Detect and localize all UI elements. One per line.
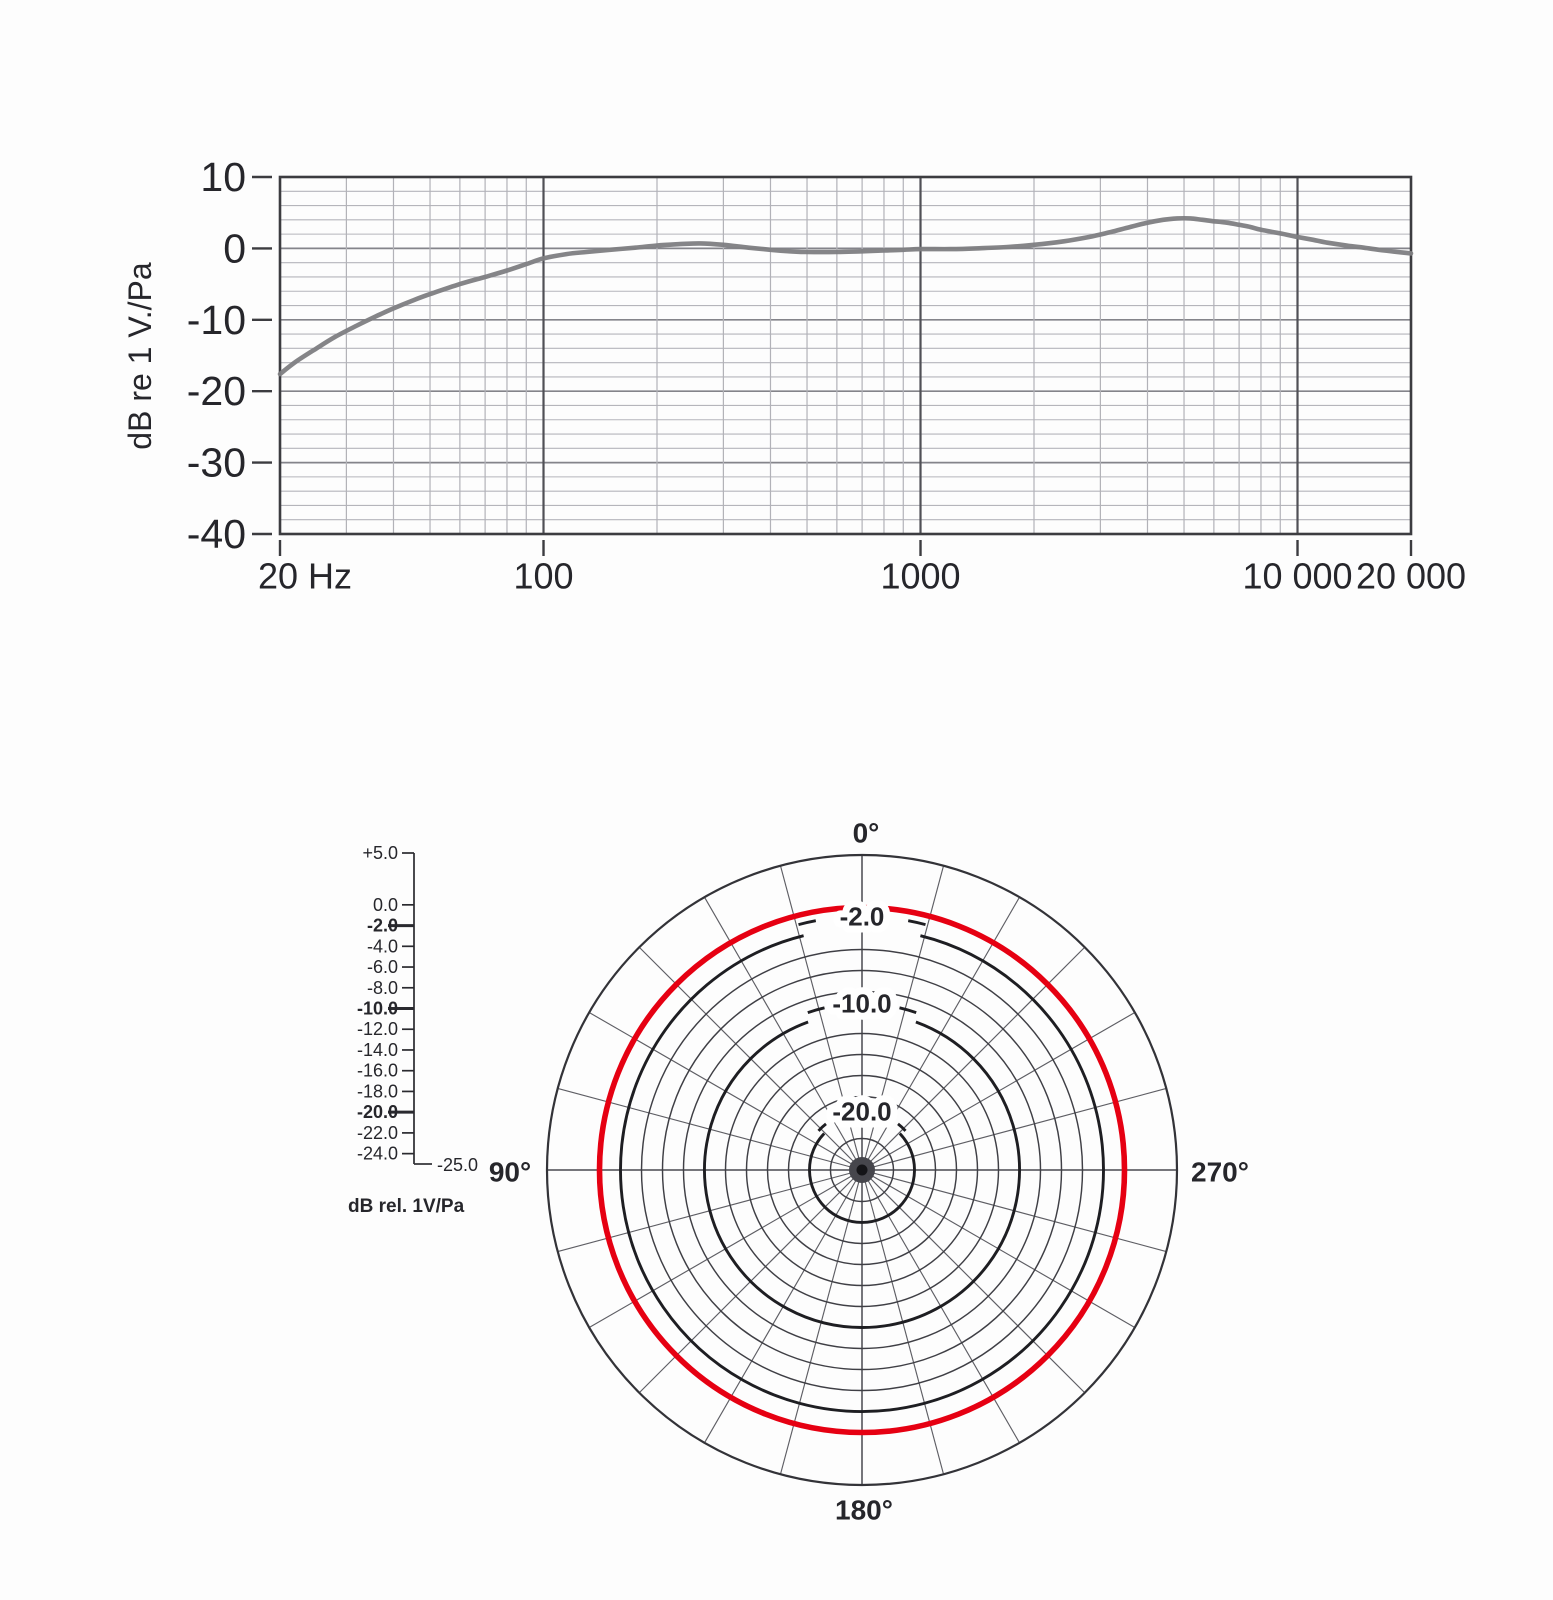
polar-thin-ring bbox=[640, 948, 1084, 1392]
polar-pattern-curve bbox=[596, 904, 1128, 1436]
fr-y-tick-label: -40 bbox=[187, 511, 246, 557]
fr-grid bbox=[278, 175, 1413, 536]
fr-plot-border bbox=[278, 175, 1413, 536]
polar-scale-tick-label: -22.0 bbox=[357, 1123, 398, 1143]
fr-ticks bbox=[252, 175, 1413, 556]
polar-angle-label-0: 0° bbox=[853, 818, 880, 849]
polar-pattern-curve-group bbox=[596, 904, 1128, 1436]
polar-scale-tick-label: 0.0 bbox=[373, 895, 398, 915]
polar-grid bbox=[545, 853, 1179, 1487]
fr-x-tick-label: 100 bbox=[513, 556, 573, 597]
polar-scale-tick-label: -4.0 bbox=[367, 936, 398, 956]
fr-y-axis-title: dB re 1 V./Pa bbox=[122, 262, 158, 450]
polar-scale-tick-label: +5.0 bbox=[362, 843, 398, 863]
fr-y-tick-label: -30 bbox=[187, 440, 246, 486]
polar-angle-label-90: 90° bbox=[489, 1157, 531, 1188]
polar-ring-label-dash bbox=[907, 919, 926, 927]
fr-y-tick-label: -10 bbox=[187, 297, 246, 343]
polar-pattern-chart: -2.0-10.0-20.0 +5.00.0-2.0-4.0-6.0-8.0-1… bbox=[348, 818, 1249, 1526]
polar-scale-tick-label: -16.0 bbox=[357, 1061, 398, 1081]
fr-y-tick-label: 0 bbox=[223, 225, 246, 271]
polar-angle-label-270: 270° bbox=[1191, 1157, 1249, 1188]
polar-scale-tick-label: -14.0 bbox=[357, 1040, 398, 1060]
polar-center-dot bbox=[856, 1164, 868, 1176]
polar-db-scale: +5.00.0-2.0-4.0-6.0-8.0-10.0-12.0-14.0-1… bbox=[357, 843, 432, 1165]
polar-scale-tick-label: -12.0 bbox=[357, 1019, 398, 1039]
polar-ring-label: -10.0 bbox=[832, 989, 891, 1019]
polar-ring-label-dash bbox=[817, 1122, 827, 1132]
fr-response-curve bbox=[277, 215, 1414, 377]
fr-x-tick-label: 20 000 bbox=[1356, 556, 1466, 597]
fr-x-tick-label: 1000 bbox=[880, 556, 960, 597]
polar-thin-ring bbox=[745, 1053, 979, 1287]
fr-y-tick-label: -20 bbox=[187, 368, 246, 414]
polar-thin-ring bbox=[787, 1095, 937, 1245]
polar-thin-ring bbox=[661, 969, 1063, 1371]
polar-thin-ring bbox=[682, 990, 1042, 1350]
fr-y-tick-label: 10 bbox=[200, 154, 246, 200]
fr-x-tick-label: 10 000 bbox=[1242, 556, 1352, 597]
polar-ring-label-dash bbox=[807, 1006, 825, 1014]
polar-scale-tick-label: -18.0 bbox=[357, 1081, 398, 1101]
fr-curve-group bbox=[277, 215, 1414, 377]
polar-scale-tick-label: -2.0 bbox=[367, 916, 398, 936]
polar-scale-tick-label: -24.0 bbox=[357, 1144, 398, 1164]
polar-bold-ring bbox=[619, 934, 1105, 1413]
polar-bold-ring bbox=[703, 1020, 1021, 1329]
polar-ring-label-dash bbox=[798, 919, 817, 927]
polar-ring-label-dash bbox=[899, 1006, 917, 1014]
polar-ring-label: -2.0 bbox=[840, 902, 885, 932]
polar-ring-label-dash bbox=[897, 1122, 907, 1132]
polar-outer-ring bbox=[545, 853, 1179, 1487]
polar-scale-tick-label: -10.0 bbox=[357, 999, 398, 1019]
polar-angle-label-180: 180° bbox=[835, 1495, 893, 1526]
polar-bold-ring bbox=[808, 1132, 916, 1224]
polar-thin-ring bbox=[724, 1032, 1000, 1308]
polar-thin-ring bbox=[829, 1137, 895, 1203]
polar-ring-labels: -2.0 -10.0 -20.0 bbox=[825, 895, 898, 1134]
polar-scale-tick-label: -6.0 bbox=[367, 957, 398, 977]
polar-ring-label: -20.0 bbox=[832, 1097, 891, 1127]
polar-thin-ring bbox=[766, 1074, 958, 1266]
polar-scale-caption: dB rel. 1V/Pa bbox=[348, 1196, 465, 1217]
polar-scale-tick-label: -20.0 bbox=[357, 1102, 398, 1122]
polar-scale-tick-label: -8.0 bbox=[367, 978, 398, 998]
fr-x-tick-label: 20 Hz bbox=[258, 556, 352, 597]
polar-scale-end-label: -25.0 bbox=[437, 1155, 478, 1175]
